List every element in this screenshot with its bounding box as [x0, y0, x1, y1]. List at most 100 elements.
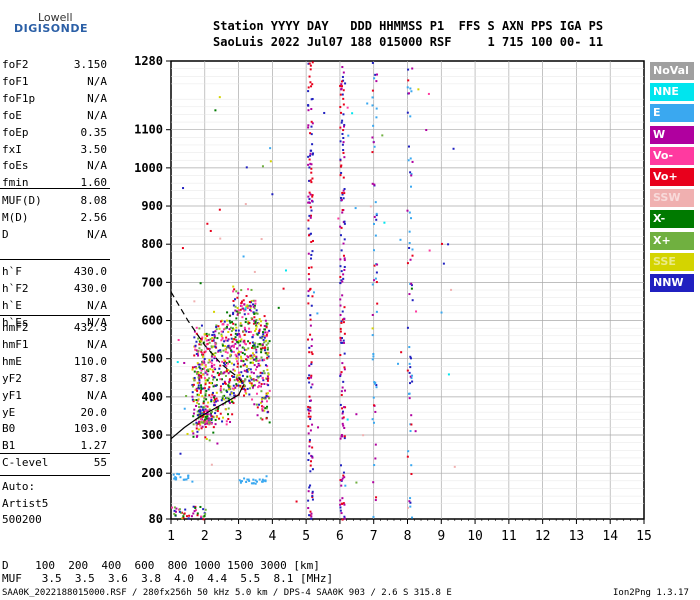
echo-dot — [374, 381, 377, 384]
echo-dot — [221, 420, 224, 423]
echo-dot — [232, 346, 235, 349]
echo-dot — [221, 344, 224, 347]
echo-dot — [195, 340, 198, 343]
param-value: N/A — [87, 298, 107, 312]
echo-dot — [260, 238, 263, 241]
echo-dot — [362, 434, 365, 437]
echo-dot — [246, 355, 249, 358]
echo-dot — [255, 328, 258, 331]
echo-dot — [185, 478, 188, 481]
echo-dot — [193, 510, 196, 513]
echo-dot — [250, 378, 253, 381]
echo-dot — [232, 304, 235, 307]
echo-dot — [228, 314, 231, 317]
echo-dot — [234, 353, 237, 356]
echo-dot — [229, 355, 232, 358]
echo-dot — [371, 334, 374, 337]
echo-dot — [343, 220, 346, 223]
param-value: N/A — [87, 337, 107, 351]
echo-dot — [220, 339, 223, 342]
echo-dot — [406, 369, 409, 372]
echo-dot — [237, 292, 240, 295]
echo-dot — [213, 354, 216, 357]
echo-dot — [242, 385, 245, 388]
echo-dot — [340, 484, 343, 487]
echo-dot — [340, 198, 343, 201]
echo-dot — [210, 354, 213, 357]
echo-dot — [251, 341, 254, 344]
echo-dot — [173, 512, 176, 515]
echo-dot — [183, 361, 186, 364]
echo-dot — [193, 370, 196, 373]
echo-dot — [255, 324, 258, 327]
param-row-yf2: yF2 87.8 — [2, 371, 107, 387]
echo-dot — [406, 86, 409, 89]
echo-dot — [342, 189, 345, 192]
echo-dot — [204, 371, 207, 374]
echo-dot — [341, 497, 344, 500]
echo-dot — [204, 426, 207, 429]
echo-dot — [228, 380, 231, 383]
echo-dot — [341, 209, 344, 212]
echo-dot — [234, 298, 237, 301]
echo-dot — [245, 330, 248, 333]
echo-dot — [310, 171, 313, 174]
echo-dot — [186, 432, 189, 435]
footer-version: Ion2Png 1.3.17 — [613, 588, 689, 598]
echo-dot — [409, 87, 412, 90]
echo-dot — [193, 300, 196, 303]
echo-dot — [307, 302, 310, 305]
echo-dot — [192, 512, 195, 515]
param-row-b0: B0 103.0 — [2, 421, 107, 437]
echo-dot — [205, 409, 208, 412]
echo-dot — [253, 312, 256, 315]
echo-dot — [344, 389, 347, 392]
echo-dot — [307, 109, 310, 112]
echo-dot — [252, 347, 255, 350]
echo-dot — [264, 319, 267, 322]
echo-dot — [199, 409, 202, 412]
echo-dot — [323, 111, 326, 114]
echo-dot — [252, 384, 255, 387]
echo-dot — [256, 345, 259, 348]
echo-dot — [243, 303, 246, 306]
echo-dot — [199, 374, 202, 377]
echo-dot — [254, 342, 257, 345]
echo-dot — [307, 163, 310, 166]
echo-dot — [374, 234, 377, 237]
echo-dot — [213, 404, 216, 407]
echo-dot — [261, 343, 264, 346]
echo-dot — [340, 479, 343, 482]
echo-dot — [342, 502, 345, 505]
param-label: foE — [2, 108, 22, 122]
echo-dot — [265, 343, 268, 346]
echo-dot — [375, 386, 378, 389]
echo-dot — [309, 193, 312, 196]
echo-dot — [212, 426, 215, 429]
echo-dot — [194, 344, 197, 347]
echo-dot — [259, 401, 262, 404]
echo-dot — [307, 290, 310, 293]
echo-dot — [250, 288, 253, 291]
param-row-hme: hmE 110.0 — [2, 354, 107, 370]
echo-dot — [225, 325, 228, 328]
echo-dot — [312, 152, 315, 155]
param-row-foep: foEp 0.35 — [2, 125, 107, 141]
echo-dot — [234, 309, 237, 312]
x-tick-label: 9 — [437, 529, 445, 544]
echo-dot — [307, 90, 310, 93]
echo-dot — [241, 374, 244, 377]
echo-dot — [409, 375, 412, 378]
echo-dot — [265, 326, 268, 329]
echo-dot — [245, 365, 248, 368]
echo-dot — [197, 398, 200, 401]
echo-dot — [307, 499, 310, 502]
echo-dot — [229, 388, 232, 391]
echo-dot — [222, 395, 225, 398]
echo-dot — [307, 338, 310, 341]
echo-dot — [203, 406, 206, 409]
echo-dot — [371, 358, 374, 361]
echo-dot — [307, 104, 310, 107]
echo-dot — [198, 420, 201, 423]
echo-dot — [248, 308, 251, 311]
